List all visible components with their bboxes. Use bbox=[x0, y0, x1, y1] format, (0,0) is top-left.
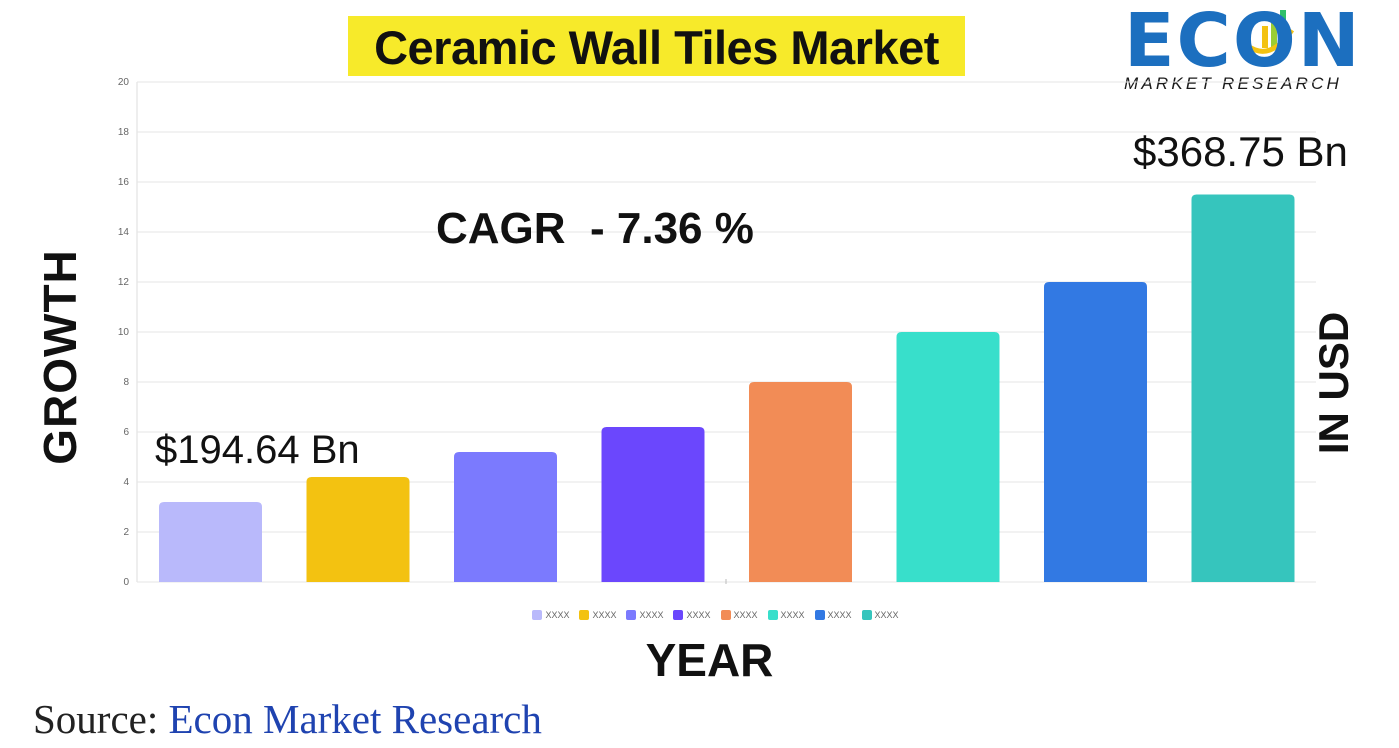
legend-item[interactable]: XXXX bbox=[861, 610, 899, 620]
bar bbox=[749, 382, 852, 582]
econ-logo: ECON MARKET RESEARCH bbox=[1120, 0, 1382, 94]
legend-item[interactable]: XXXX bbox=[673, 610, 711, 620]
source-prefix: Source: bbox=[33, 696, 159, 742]
legend-label: XXXX bbox=[545, 610, 570, 620]
legend-swatch bbox=[579, 610, 590, 620]
logo-mark-icon bbox=[1246, 10, 1295, 54]
logo-wordmark: ECON bbox=[1124, 0, 1362, 84]
title-highlight: Ceramic Wall Tiles Market bbox=[348, 16, 965, 76]
end-value-label: $368.75 Bn bbox=[1133, 128, 1348, 175]
y-tick-label: 18 bbox=[118, 127, 130, 138]
legend-swatch bbox=[673, 610, 684, 620]
y-axis-label: GROWTH bbox=[34, 249, 86, 465]
legend-swatch bbox=[814, 610, 825, 620]
bar bbox=[1044, 282, 1147, 582]
y-tick-label: 8 bbox=[123, 377, 129, 388]
start-value-label: $194.64 Bn bbox=[155, 428, 360, 472]
y-tick-label: 16 bbox=[118, 177, 130, 188]
legend-label: XXXX bbox=[686, 610, 711, 620]
legend-label: XXXX bbox=[874, 610, 899, 620]
source-name: Econ Market Research bbox=[168, 696, 542, 742]
y-tick-label: 4 bbox=[123, 477, 129, 488]
legend-item[interactable]: XXXX bbox=[532, 610, 569, 620]
y-axis-label-right: IN USD bbox=[1310, 311, 1357, 455]
x-axis-label: YEAR bbox=[645, 634, 774, 686]
y-tick-label: 0 bbox=[123, 577, 129, 588]
legend: XXXX XXXX XXXX XXXX XXXX XXXX XXXX XXXX bbox=[0, 610, 1399, 620]
legend-label: XXXX bbox=[780, 610, 805, 620]
bar bbox=[1191, 194, 1295, 582]
y-tick-label: 12 bbox=[118, 277, 130, 288]
bar bbox=[454, 452, 557, 582]
y-tick-label: 20 bbox=[118, 77, 130, 88]
legend-item[interactable]: XXXX bbox=[767, 610, 805, 620]
legend-label: XXXX bbox=[639, 610, 664, 620]
bar bbox=[306, 477, 410, 582]
legend-item[interactable]: XXXX bbox=[579, 610, 616, 620]
legend-swatch bbox=[720, 610, 731, 620]
legend-label: XXXX bbox=[733, 610, 758, 620]
legend-item[interactable]: XXXX bbox=[720, 610, 758, 620]
source-line: Source: Econ Market Research bbox=[33, 695, 542, 743]
chart-title: Ceramic Wall Tiles Market bbox=[374, 21, 939, 74]
y-tick-label: 2 bbox=[123, 527, 129, 538]
legend-item[interactable]: XXXX bbox=[626, 610, 663, 620]
logo-subtitle: MARKET RESEARCH bbox=[1124, 74, 1343, 93]
bar bbox=[159, 502, 262, 582]
y-tick-label: 10 bbox=[118, 327, 130, 338]
legend-swatch bbox=[767, 610, 778, 620]
cagr-annotation: CAGR - 7.36 % bbox=[436, 204, 754, 253]
y-tick-label: 14 bbox=[118, 227, 130, 238]
legend-item[interactable]: XXXX bbox=[814, 610, 852, 620]
legend-swatch bbox=[861, 610, 872, 620]
bar bbox=[896, 332, 1000, 582]
legend-swatch bbox=[626, 610, 637, 620]
bar bbox=[601, 427, 705, 582]
legend-label: XXXX bbox=[592, 610, 617, 620]
y-tick-label: 6 bbox=[123, 427, 129, 438]
legend-swatch bbox=[532, 610, 543, 620]
legend-label: XXXX bbox=[827, 610, 852, 620]
